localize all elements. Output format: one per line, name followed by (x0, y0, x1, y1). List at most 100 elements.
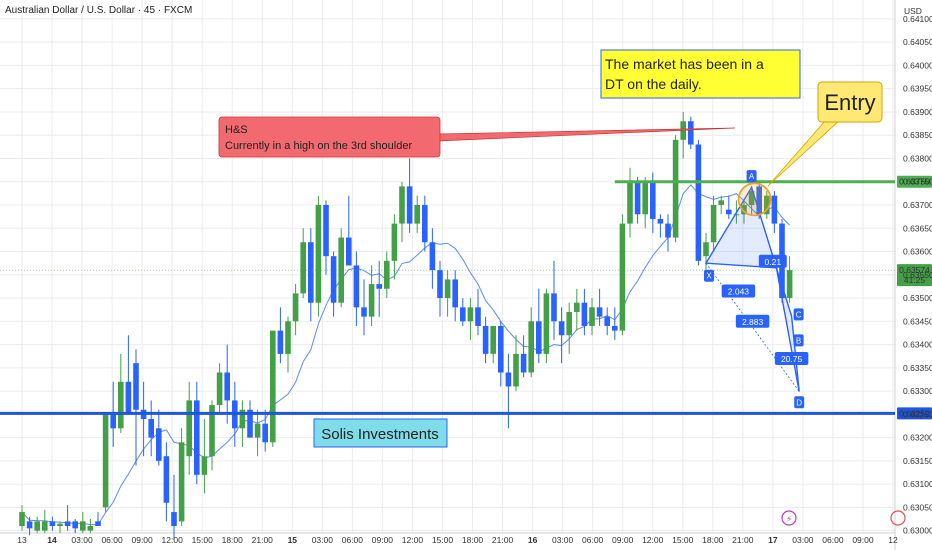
candle-body (490, 325, 496, 354)
y-tick-label: 0.63250 (903, 409, 932, 419)
candle (186, 381, 192, 475)
candle-body (543, 293, 550, 354)
candle (224, 344, 230, 424)
candle (338, 228, 344, 308)
candle (536, 288, 542, 364)
candle (574, 288, 580, 331)
candle-body (194, 400, 200, 475)
lightning-icon-glyph: ⚡ (786, 514, 792, 524)
candle (254, 409, 261, 457)
x-tick-label: 12:00 (642, 535, 664, 545)
candle-body (528, 321, 534, 373)
annotations: H&S Currently in a high on the 3rd should… (218, 49, 906, 526)
entry-callout-label: Entry (824, 90, 875, 115)
candle (634, 177, 641, 224)
candle-body (338, 237, 344, 303)
x-tick-label: 03:00 (552, 535, 574, 545)
y-tick-label: 0.63700 (903, 200, 932, 210)
candle (680, 111, 686, 159)
candle (771, 191, 778, 233)
y-tick-label: 0.63200 (903, 433, 932, 443)
x-tick-label: 16 (528, 535, 538, 545)
pattern-point-label: D (796, 398, 802, 407)
x-tick-label: 12:00 (402, 535, 424, 545)
candle-body (209, 405, 215, 457)
candle-body (64, 521, 71, 527)
x-tick-label: 15:00 (192, 535, 214, 545)
candle (490, 325, 496, 364)
candle (361, 279, 367, 336)
candle (270, 330, 276, 447)
market-note-box (600, 49, 801, 99)
candle-body (551, 293, 557, 322)
candle-body (688, 121, 694, 145)
candle (764, 191, 770, 219)
y-tick-label: 0.63850 (903, 130, 932, 140)
candle-body (156, 428, 162, 461)
candle-body (634, 181, 641, 215)
pattern-ratio-label: 20.75 (781, 354, 803, 364)
candle (558, 307, 565, 364)
candle (513, 335, 519, 392)
candle-body (756, 186, 762, 215)
candle-body (285, 321, 291, 354)
harmonic-pattern: A X C B D 0.21 2.043 2.883 20.75 (704, 170, 809, 409)
x-tick-label: 09:00 (852, 535, 874, 545)
candle-body (612, 325, 618, 331)
brand-label: Solis Investments (321, 426, 439, 443)
y-tick-label: 0.63600 (903, 247, 932, 257)
time-axis[interactable]: 13 14 03:00 06:00 09:00 12:00 15:00 18:00 21:00 1… (17, 535, 898, 545)
candle (292, 284, 299, 336)
x-tick-label: 09:00 (372, 535, 394, 545)
candle (437, 260, 443, 317)
candle (353, 251, 360, 326)
candle (277, 307, 284, 364)
candle-body (399, 186, 405, 224)
pattern-point-badge (793, 334, 804, 347)
candle-body (262, 423, 268, 443)
candle-body (619, 223, 626, 331)
candle-body (391, 223, 398, 261)
candlestick-series (19, 111, 793, 540)
candle-body (57, 523, 63, 527)
candle (748, 186, 755, 215)
candle (346, 195, 352, 266)
price-axis[interactable]: 0.64100 0.64050 0.64000 0.63950 0.63900 0.638… (903, 14, 932, 536)
y-tick-label: 0.64050 (903, 37, 932, 47)
candle-body (460, 307, 466, 322)
x-tick-label: 06:00 (582, 535, 604, 545)
candle (239, 400, 246, 447)
market-note-line2: DT on the daily. (605, 76, 702, 92)
candle-body (171, 512, 177, 527)
candle-body (87, 526, 94, 531)
pattern-point-label: X (706, 272, 712, 281)
y-tick-label: 0.63750 (903, 177, 932, 187)
y-tick-label: 0.63450 (903, 316, 932, 326)
candle-body (437, 270, 443, 299)
candle-body (49, 521, 56, 527)
candle-body (102, 414, 109, 508)
chart-title: Australian Dollar / U.S. Dollar · 45 · F… (5, 5, 192, 16)
candle (34, 516, 40, 533)
candle-body (315, 204, 322, 303)
y-tick-label: 0.63800 (903, 153, 932, 163)
candle (406, 158, 413, 233)
candle (672, 135, 679, 243)
candle (688, 116, 694, 150)
candle-body (520, 353, 527, 373)
candle-body (482, 325, 489, 354)
candle-body (148, 419, 154, 438)
candle (551, 260, 557, 340)
candle-body (254, 423, 261, 438)
candle-body (376, 284, 382, 289)
candle (194, 381, 200, 485)
candle-body (703, 242, 709, 257)
pattern-point-badge (793, 308, 804, 321)
candle (718, 195, 724, 215)
candle-body (308, 242, 314, 303)
candle-body (346, 237, 352, 266)
candle (543, 288, 550, 364)
y-tick-label: 0.63950 (903, 84, 932, 94)
candle-body (733, 214, 740, 216)
